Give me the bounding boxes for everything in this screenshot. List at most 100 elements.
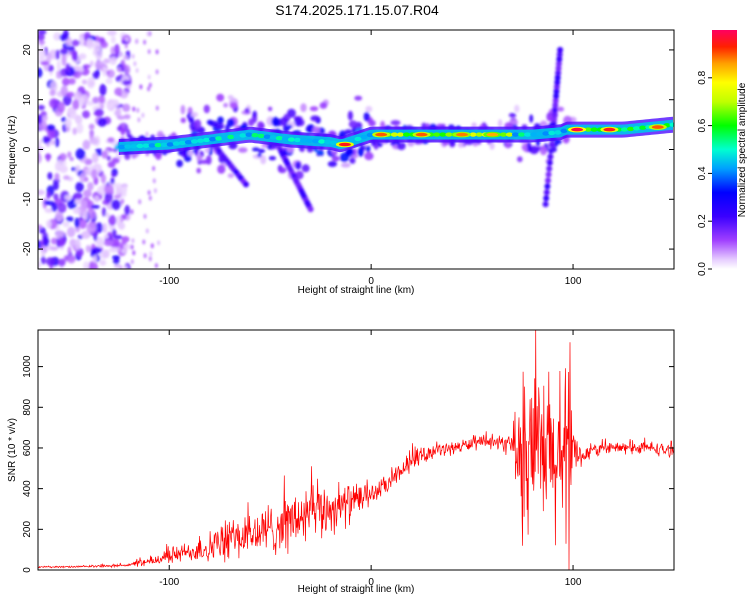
spectrogram-noise-blob — [50, 237, 58, 245]
spectrogram-noise-blob — [143, 39, 147, 45]
spectrogram-plume-blob — [555, 65, 562, 72]
ridge-segment — [118, 144, 126, 150]
spectrogram-noise-blob — [67, 151, 72, 158]
spectrogram-blob — [286, 124, 293, 129]
spectrogram-noise-blob — [58, 236, 65, 248]
ridge-segment — [396, 132, 404, 137]
spectrogram-noise-blob — [111, 157, 120, 164]
spectrogram-noise-blob — [118, 91, 122, 97]
spectrogram-plume-blob — [551, 116, 558, 123]
spectrogram-noise-blob — [92, 97, 100, 104]
spectrogram-noise-blob — [61, 116, 67, 123]
spectrogram-noise-blob — [105, 78, 113, 85]
ridge-segment — [536, 131, 544, 137]
ridge-segment — [560, 128, 568, 133]
y-tick-label: 10 — [22, 94, 33, 106]
spectrogram-blob — [260, 155, 267, 165]
spectrogram-noise-blob — [38, 261, 42, 269]
spectrogram-x-label: Height of straight line (km) — [298, 285, 415, 296]
spectrogram-ridge — [118, 116, 674, 155]
spectrogram-plume-blob — [545, 177, 551, 184]
spectrogram-noise-blob — [45, 257, 56, 266]
spectrogram-blobs — [38, 30, 577, 269]
spectrogram-blob — [319, 102, 328, 109]
snr-x-ticks: -100 0 100 — [159, 330, 582, 588]
spectrogram-blob — [155, 152, 162, 160]
ridge-segment — [633, 126, 641, 131]
spectrogram-noise-blob — [103, 234, 109, 239]
ridge-segment — [130, 144, 138, 149]
spectrogram-blob — [301, 164, 310, 173]
spectrogram-blob — [227, 118, 235, 127]
spectrogram-noise-blob — [38, 104, 45, 111]
spectrogram-blob — [252, 147, 260, 152]
spectrogram-noise-blob — [153, 188, 157, 194]
ridge-segment — [439, 132, 447, 137]
spectrogram-noise-blob — [53, 193, 59, 201]
spectrogram-noise-blob — [122, 103, 131, 112]
spectrogram-noise-blob — [79, 97, 85, 107]
ridge-segment — [257, 133, 265, 139]
spectrogram-blob — [267, 106, 273, 112]
spectrogram-noise-blob — [63, 30, 69, 40]
ridge-segment — [148, 143, 156, 148]
spectrogram-noise-blob — [91, 169, 98, 180]
spectrogram-plume-blob — [552, 102, 559, 109]
spectrogram-noise-blob — [49, 246, 59, 251]
spectrogram-noise-blob — [50, 80, 58, 93]
spectrogram-blob — [252, 110, 257, 118]
colorbar-label: Normalized spectral amplitude — [737, 82, 748, 217]
ridge-segment — [197, 138, 204, 143]
spectrogram-plume-blob — [555, 70, 562, 76]
spectrogram-noise-blob — [157, 240, 161, 246]
spectrogram-noise-blob — [60, 48, 69, 55]
ridge-peak — [651, 125, 664, 129]
ridge-segment — [233, 134, 241, 139]
spectrogram-noise-blob — [62, 221, 70, 228]
spectrogram-noise-blob — [47, 127, 56, 140]
spectrogram-noise-blob — [81, 230, 91, 239]
spectrogram-noise-blob — [148, 195, 152, 201]
x-tick-label: -100 — [159, 276, 179, 287]
ridge-segment — [499, 132, 507, 137]
ridge-segment — [590, 127, 598, 132]
spectrogram-noise-blob — [97, 117, 107, 127]
spectrogram-noise-blob — [82, 139, 91, 150]
spectrogram-blob — [278, 167, 287, 174]
spectrogram-blob — [248, 118, 255, 127]
spectrogram-noise-blob — [49, 89, 56, 97]
colorbar-tick-label: 0.0 — [697, 262, 708, 276]
spectrogram-blob — [196, 167, 201, 174]
spectrogram-noise-blob — [95, 222, 104, 233]
spectrogram-noise-blob — [155, 49, 159, 55]
ridge-peak — [456, 132, 468, 137]
spectrogram-plume-blob — [551, 111, 558, 118]
spectrogram-noise-blob — [109, 56, 117, 66]
spectrogram-noise-blob — [110, 177, 115, 184]
spectrogram-noise-blob — [82, 110, 90, 119]
ridge-segment — [512, 132, 519, 137]
spectrogram-blob — [489, 142, 495, 150]
spectrogram-blob — [365, 105, 373, 113]
snr-x-label: Height of straight line (km) — [298, 584, 415, 595]
spectrogram-blob — [309, 106, 319, 112]
spectrogram-plume-blob — [553, 93, 560, 99]
ridge-segment — [554, 130, 562, 135]
spectrogram-noise-blob — [74, 239, 81, 251]
spectrogram-noise-blob — [106, 155, 111, 161]
spectrogram-noise-blob — [117, 246, 121, 252]
ridge-segment — [475, 132, 483, 137]
spectrogram-noise-blob — [124, 43, 128, 49]
spectrogram-noise-blob — [119, 52, 123, 57]
spectrogram-blob — [316, 149, 324, 155]
spectrogram-noise-blob — [122, 184, 127, 194]
spectrogram-noise-blob — [94, 60, 102, 70]
spectrogram-noise-blob — [49, 98, 59, 109]
ridge-segment — [136, 143, 144, 149]
colorbar-tick-label: 0.6 — [697, 118, 708, 132]
spectrogram-blob — [176, 159, 184, 168]
spectrogram-noise-blob — [115, 186, 120, 198]
ridge-segment — [245, 132, 253, 137]
